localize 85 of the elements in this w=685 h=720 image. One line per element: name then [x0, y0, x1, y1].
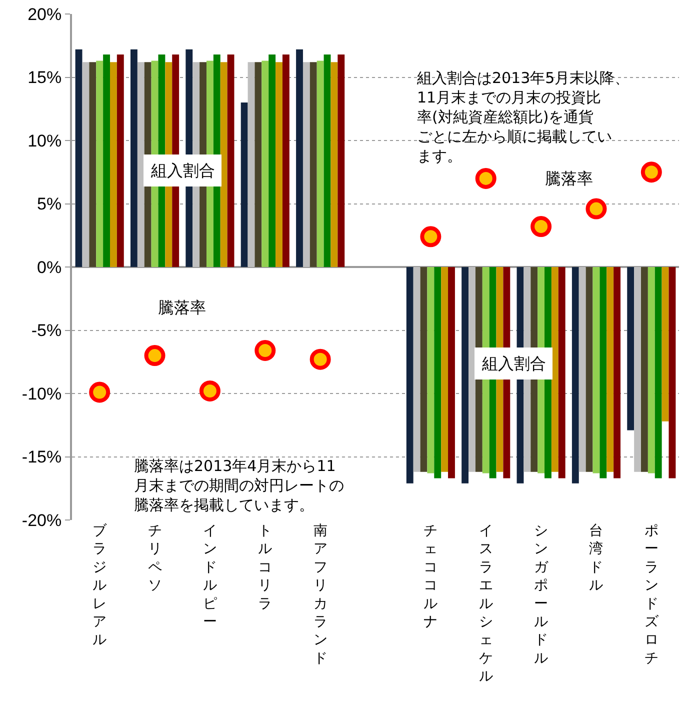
bar — [654, 267, 662, 478]
point — [310, 348, 331, 370]
x-tick-label: インドルピー — [202, 523, 217, 630]
bar — [302, 62, 310, 267]
x-tick-label: チリペソ — [148, 523, 162, 594]
bar — [89, 62, 96, 267]
bar — [606, 267, 614, 472]
annotation: 組入割合 — [150, 161, 215, 180]
bar — [627, 267, 634, 430]
x-tick-label: チェココルナ — [424, 523, 438, 630]
bar — [262, 60, 269, 267]
bar — [227, 54, 234, 267]
bar — [634, 267, 641, 472]
bar — [558, 267, 566, 478]
bar — [600, 267, 607, 478]
annotation: 騰落率 — [545, 169, 593, 188]
bar — [551, 267, 558, 472]
annotation: 騰落率は2013年4月末から11月末までの期間の対円レートの騰落率を掲載しています。 — [134, 457, 344, 514]
y-tick-label: 15% — [28, 68, 62, 88]
y-tick-label: 0% — [37, 258, 62, 277]
bar — [268, 54, 276, 267]
x-tick-label: ブラジルレアル — [92, 523, 108, 648]
bar — [110, 62, 117, 267]
bar — [406, 267, 414, 484]
bar — [578, 267, 586, 472]
bar — [662, 267, 669, 422]
annotation: 組入割合は2013年5月末以降、11月末までの月末の投資比率(対純資産総額比)を通貨ごとに左から順に掲載しています。 — [416, 69, 630, 165]
point — [144, 345, 166, 366]
bar — [220, 62, 228, 267]
y-tick-label: -10% — [22, 384, 62, 404]
bar — [448, 267, 455, 478]
bar — [310, 62, 317, 267]
bar — [103, 54, 110, 267]
bar — [248, 62, 255, 267]
bar — [413, 267, 420, 472]
point — [199, 380, 220, 402]
bar — [338, 54, 345, 267]
bar — [586, 267, 593, 472]
bar — [420, 267, 428, 472]
bar — [82, 62, 90, 267]
bar — [116, 54, 124, 267]
bar — [316, 60, 324, 267]
bar — [434, 267, 442, 478]
y-tick-label: 10% — [28, 131, 62, 150]
bar — [130, 49, 138, 267]
y-tick-label: 20% — [28, 4, 62, 24]
bar — [468, 267, 476, 472]
y-tick-label: -15% — [22, 448, 62, 467]
bar — [324, 54, 331, 267]
point — [475, 168, 496, 189]
bar — [276, 62, 282, 267]
point — [586, 198, 607, 220]
bar — [282, 54, 290, 267]
bar — [641, 267, 648, 472]
point — [640, 162, 662, 183]
bar — [137, 62, 144, 267]
y-tick-label: -5% — [31, 321, 62, 340]
bar — [330, 62, 338, 267]
bar — [572, 267, 579, 484]
bar — [296, 49, 303, 267]
x-tick-label: トルコリラ — [258, 523, 272, 612]
point — [420, 226, 442, 248]
bar — [75, 49, 82, 267]
x-tick-label: 台湾ドル — [589, 523, 604, 594]
bar — [592, 267, 600, 474]
point — [89, 382, 110, 403]
y-tick-label: 5% — [37, 194, 62, 214]
bar — [614, 267, 621, 478]
bar — [240, 102, 248, 267]
bar — [441, 267, 448, 472]
bar — [648, 267, 655, 474]
point — [530, 216, 552, 238]
x-tick-label: 南アフリカランド — [313, 523, 328, 666]
category-label: イスラエルシェケル — [478, 523, 493, 685]
point — [254, 340, 276, 361]
annotation: 騰落率 — [158, 298, 206, 317]
x-tick-label: シンガポールドル — [534, 523, 550, 666]
bar — [427, 267, 434, 474]
annotation: 組入割合 — [481, 354, 546, 373]
bar — [668, 267, 676, 478]
bar — [254, 62, 262, 267]
y-tick-label: -20% — [22, 510, 62, 530]
x-tick-label: ポーランドズロチ — [644, 523, 660, 666]
bar — [96, 60, 104, 267]
bar — [462, 267, 469, 484]
